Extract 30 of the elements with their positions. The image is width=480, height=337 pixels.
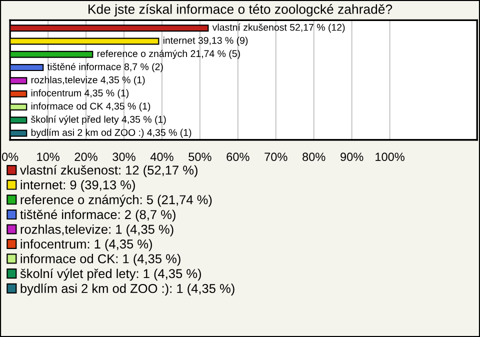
- x-tick-label: 20%: [74, 152, 98, 162]
- x-tick-label: 100%: [376, 152, 404, 162]
- legend-label: internet: 9 (39,13 %): [20, 180, 135, 192]
- x-tick-label: 30%: [112, 152, 136, 162]
- data-label: internet 39,13 % (9): [163, 36, 248, 46]
- data-label: informace od CK 4,35 % (1): [31, 102, 150, 112]
- x-tick-label: 80%: [302, 152, 326, 162]
- x-tick-label: 60%: [226, 152, 250, 162]
- data-label: infocentrum 4,35 % (1): [31, 89, 129, 98]
- data-label: tištěné informace 8,7 % (2): [47, 62, 163, 72]
- data-label: rozhlas,televize 4,35 % (1): [31, 76, 145, 86]
- x-tick-label: 0%: [2, 152, 18, 162]
- legend-label: vlastní zkušenost: 12 (52,17 %): [20, 165, 198, 178]
- data-label: bydlím asi 2 km od ZOO :) 4,35 % (1): [31, 128, 192, 138]
- legend-label: informace od CK: 1 (4,35 %): [20, 254, 180, 266]
- legend-label: infocentrum: 1 (4,35 %): [20, 239, 152, 252]
- data-label: vlastní zkušenost 52,17 % (12): [212, 24, 345, 33]
- x-tick-label: 40%: [150, 152, 174, 162]
- x-tick-label: 70%: [264, 152, 288, 162]
- x-tick-label: 90%: [340, 152, 364, 162]
- chart-title: Kde jste získal informace o této zoologcké zahradě?: [88, 4, 392, 16]
- legend-label: tištěné informace: 2 (8,7 %): [20, 210, 176, 222]
- legend-label: školní výlet před lety: 1 (4,35 %): [20, 268, 201, 281]
- legend-label: rozhlas,televize: 1 (4,35 %): [20, 224, 174, 236]
- x-tick-label: 10%: [37, 152, 60, 162]
- legend-label: bydlím asi 2 km od ZOO :): 1 (4,35 %): [20, 283, 234, 296]
- data-label: školní výlet před lety 4,35 % (1): [31, 116, 166, 125]
- data-label: reference o známých 21,74 % (5): [97, 50, 240, 59]
- x-tick-label: 50%: [188, 152, 212, 162]
- legend-label: reference o známých: 5 (21,74 %): [20, 194, 212, 207]
